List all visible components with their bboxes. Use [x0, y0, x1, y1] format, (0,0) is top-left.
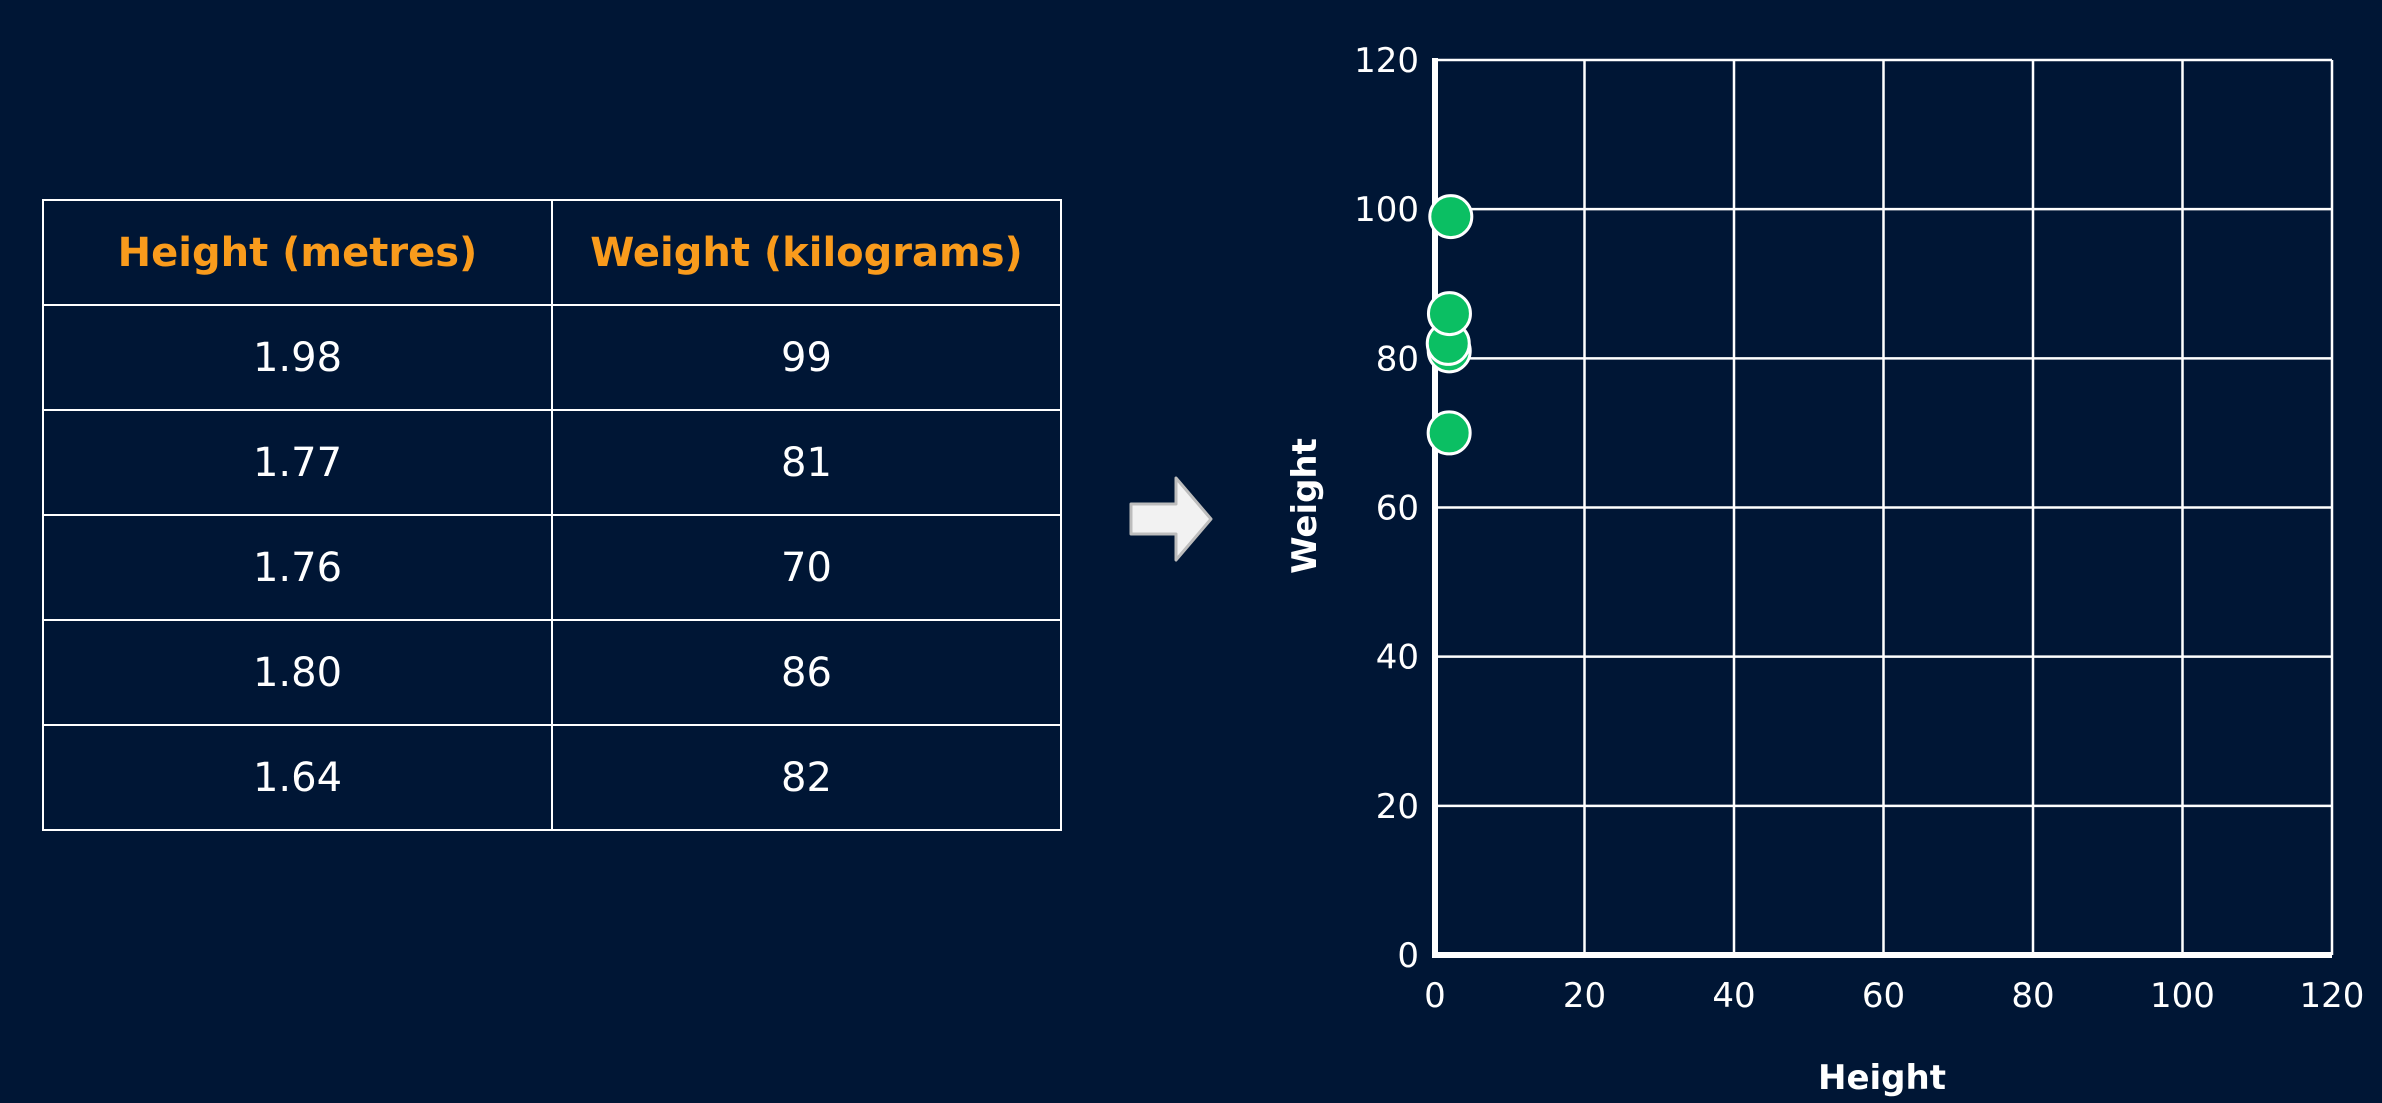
table-row: 1.64 82 — [42, 724, 1062, 831]
right-arrow-icon — [1129, 476, 1213, 562]
chart-tick-labels: 0 20 40 60 80 100 120 0 20 40 60 80 100 120 — [1354, 41, 2364, 1016]
table-header-row: Height (metres) Weight (kilograms) — [42, 199, 1062, 306]
data-point — [1426, 328, 1472, 374]
x-tick-label: 80 — [2011, 976, 2054, 1016]
cell-weight: 99 — [551, 304, 1062, 411]
header-weight: Weight (kilograms) — [551, 199, 1062, 306]
x-tick-label: 100 — [2150, 976, 2215, 1016]
chart-grid — [1435, 58, 2334, 955]
y-tick-label: 40 — [1376, 638, 1419, 678]
chart-points — [1425, 194, 1474, 456]
data-point — [1428, 194, 1474, 240]
header-height: Height (metres) — [42, 199, 553, 306]
table-row: 1.98 99 — [42, 304, 1062, 411]
x-tick-label: 20 — [1563, 976, 1606, 1016]
table-row: 1.80 86 — [42, 619, 1062, 726]
x-tick-label: 40 — [1712, 976, 1755, 1016]
y-axis-label: Weight — [1285, 438, 1325, 574]
data-point — [1426, 410, 1472, 456]
cell-weight: 82 — [551, 724, 1062, 831]
data-point — [1426, 291, 1472, 337]
cell-height: 1.98 — [42, 304, 553, 411]
table-row: 1.76 70 — [42, 514, 1062, 621]
y-tick-label: 20 — [1376, 787, 1419, 827]
cell-height: 1.77 — [42, 409, 553, 516]
x-tick-label: 120 — [2300, 976, 2365, 1016]
x-tick-label: 0 — [1424, 976, 1446, 1016]
cell-height: 1.64 — [42, 724, 553, 831]
x-axis-label: Height — [1818, 1058, 1946, 1098]
cell-weight: 81 — [551, 409, 1062, 516]
cell-weight: 86 — [551, 619, 1062, 726]
y-tick-label: 0 — [1397, 936, 1419, 976]
chart-axes — [1432, 58, 2332, 958]
table-row: 1.77 81 — [42, 409, 1062, 516]
cell-height: 1.80 — [42, 619, 553, 726]
y-tick-label: 80 — [1376, 339, 1419, 379]
cell-weight: 70 — [551, 514, 1062, 621]
y-tick-label: 60 — [1376, 489, 1419, 529]
cell-height: 1.76 — [42, 514, 553, 621]
y-tick-label: 100 — [1354, 190, 1419, 230]
y-tick-label: 120 — [1354, 41, 1419, 81]
x-tick-label: 60 — [1862, 976, 1905, 1016]
height-weight-table: Height (metres) Weight (kilograms) 1.98 … — [42, 199, 1062, 831]
data-point — [1425, 320, 1471, 366]
